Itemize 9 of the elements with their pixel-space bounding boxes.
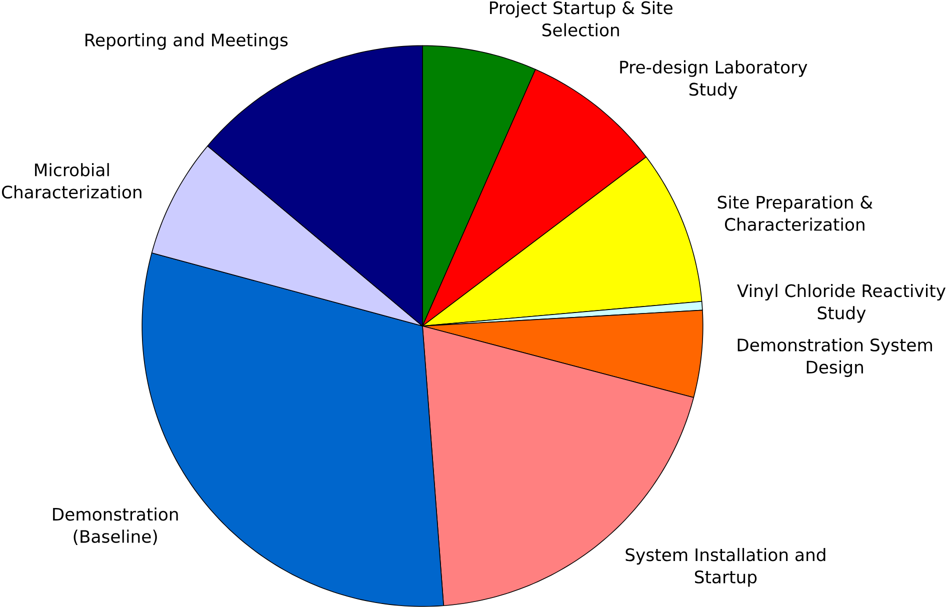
slice-label: Vinyl Chloride Reactivity Study <box>737 284 946 323</box>
slice-label: Reporting and Meetings <box>86 33 288 50</box>
slice-label: Demonstration (Baseline) <box>53 508 178 546</box>
slice-label: Pre-design Laboratory Study <box>620 60 808 100</box>
slice-label: Demonstration System Design <box>738 338 932 378</box>
slice-label: Site Preparation & Characterization <box>718 196 873 231</box>
slice-label: Microbial Characterization <box>2 163 142 199</box>
slice-label: System Installation and Startup <box>626 548 826 587</box>
slice-label: Project Startup & Site Selection <box>490 1 672 37</box>
